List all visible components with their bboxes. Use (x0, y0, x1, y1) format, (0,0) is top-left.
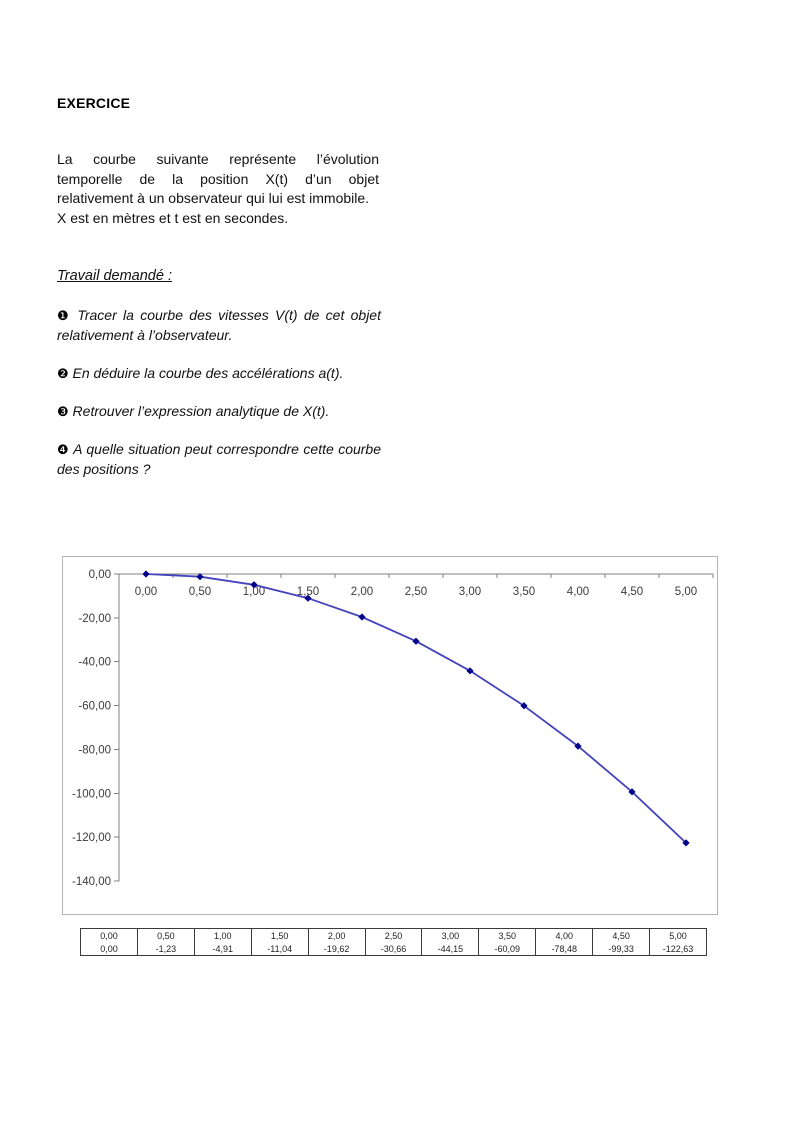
x-tick-label: 2,50 (405, 586, 427, 598)
series-line (145, 573, 687, 844)
x-tick-label: 0,00 (135, 586, 157, 598)
data-point-marker (142, 570, 150, 578)
position-data-table: 0,00 0,50 1,00 1,50 2,00 2,50 3,00 3,50 4,00 4,50… (80, 928, 707, 956)
data-point-marker (196, 573, 204, 581)
position-cell: -30,66 (365, 942, 423, 956)
position-time-chart: 0,00 -20,00 -40,00 -60,00 -80,00 -100,00 -120,… (62, 556, 718, 915)
position-cell: -4,91 (194, 942, 252, 956)
time-cell: 1,00 (194, 928, 252, 942)
x-tick-label: 4,50 (621, 586, 643, 598)
x-tick-label: 4,00 (567, 586, 589, 598)
position-cell: -99,33 (592, 942, 651, 956)
y-tick-label: -40,00 (78, 657, 111, 669)
task-2: ❷ En déduire la courbe des accélérations… (57, 364, 381, 384)
task-3-bullet-icon: ❸ (57, 404, 69, 419)
table-row-time: 0,00 0,50 1,00 1,50 2,00 2,50 3,00 3,50 4,00 4,50… (80, 928, 707, 942)
position-cell: -78,48 (535, 942, 594, 956)
position-cell: 0,00 (80, 942, 138, 956)
time-cell: 1,50 (251, 928, 309, 942)
time-cell: 4,00 (535, 928, 594, 942)
y-tick-label: -120,00 (72, 832, 111, 844)
time-cell: 3,50 (478, 928, 537, 942)
time-cell: 2,50 (365, 928, 423, 942)
data-point-marker (466, 667, 474, 675)
position-cell: -1,23 (137, 942, 195, 956)
task-1-bullet-icon: ❶ (57, 308, 72, 323)
time-cell: 2,00 (308, 928, 366, 942)
chart-canvas: 0,00 -20,00 -40,00 -60,00 -80,00 -100,00 -120,… (72, 569, 714, 888)
x-tick-label: 5,00 (675, 586, 697, 598)
y-tick-label: -140,00 (72, 876, 111, 888)
y-tick-label: -100,00 (72, 788, 111, 800)
task-3: ❸ Retrouver l’expression analytique de X… (57, 402, 381, 422)
task-1-text: Tracer la courbe des vitesses V(t) de ce… (57, 307, 381, 343)
position-cell: -19,62 (308, 942, 366, 956)
task-3-text: Retrouver l’expression analytique de X(t… (72, 403, 330, 419)
data-point-marker (358, 613, 366, 621)
intro-line-1: La courbe suivante représente l’évolutio… (57, 151, 379, 206)
intro-line-2: X est en mètres et t est en secondes. (57, 209, 289, 226)
work-title: Travail demandé : (57, 268, 172, 284)
time-cell: 0,00 (80, 928, 138, 942)
data-point-marker (682, 839, 690, 847)
x-tick-label: 1,00 (243, 586, 265, 598)
time-cell: 5,00 (669, 930, 687, 941)
y-tick-label: -60,00 (78, 701, 111, 713)
x-tick-label: 0,50 (189, 586, 211, 598)
position-cell: -60,09 (478, 942, 537, 956)
x-tick-label: 3,00 (459, 586, 481, 598)
data-point-marker (412, 637, 420, 645)
time-cell: 4,50 (592, 928, 651, 942)
task-4-bullet-icon: ❹ (57, 442, 70, 457)
x-tick-label: 1,50 (297, 586, 319, 598)
exercise-heading: EXERCICE (57, 95, 131, 111)
y-tick-label: 0,00 (89, 569, 111, 581)
y-tick-label: -20,00 (78, 613, 111, 625)
data-point-marker (520, 702, 528, 710)
table-row-position: 0,00 -1,23 -4,91 -11,04 -19,62 -30,66 -44,15 -6… (80, 942, 707, 956)
task-4-text: A quelle situation peut correspondre cet… (57, 441, 382, 477)
task-4: ❹ A quelle situation peut correspondre c… (57, 440, 381, 479)
task-2-bullet-icon: ❷ (57, 366, 69, 381)
time-cell: 3,00 (421, 928, 480, 942)
task-1: ❶ Tracer la courbe des vitesses V(t) de … (57, 306, 381, 345)
data-point-marker (304, 594, 312, 602)
y-tick-label: -80,00 (78, 744, 111, 756)
time-cell: 0,50 (137, 928, 195, 942)
position-cell: -122,63 (662, 943, 694, 954)
task-2-text: En déduire la courbe des accélérations a… (72, 365, 344, 381)
intro-paragraph: La courbe suivante représente l’évolutio… (57, 150, 379, 228)
position-cell: -44,15 (421, 942, 480, 956)
x-tick-label: 2,00 (351, 586, 373, 598)
position-cell: -11,04 (251, 942, 309, 956)
x-tick-label: 3,50 (513, 586, 535, 598)
